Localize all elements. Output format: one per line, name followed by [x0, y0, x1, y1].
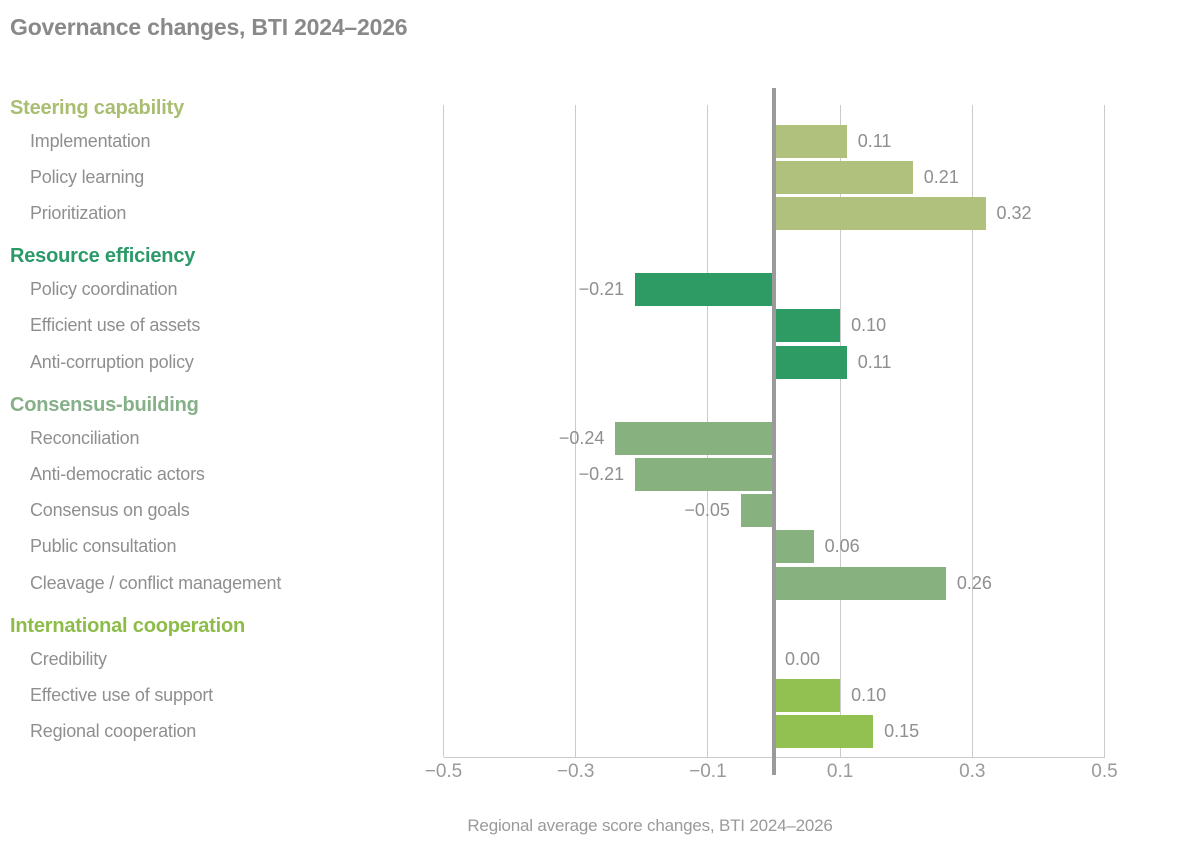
value-label: −0.24	[558, 427, 605, 448]
value-label: 0.11	[857, 351, 892, 372]
value-label: 0.10	[851, 684, 887, 705]
group-header: International cooperation	[10, 614, 246, 637]
x-tick-label: −0.1	[689, 761, 727, 782]
bar	[774, 345, 847, 379]
bar	[774, 530, 814, 564]
group-header: Steering capability	[10, 96, 185, 119]
row-label: Efficient use of assets	[30, 315, 201, 336]
bar	[635, 273, 774, 307]
row-label: Effective use of support	[30, 684, 213, 705]
gridline-0.3	[971, 105, 973, 757]
bar	[740, 494, 774, 528]
value-label: 0.21	[923, 166, 959, 187]
x-tick-label: 0.5	[1091, 761, 1118, 782]
bar	[615, 421, 774, 455]
row-label: Reconciliation	[30, 427, 140, 448]
value-label: 0.00	[785, 648, 821, 669]
row-label: Policy coordination	[30, 279, 178, 300]
value-label: −0.21	[578, 463, 625, 484]
gridline-−0.5	[443, 105, 444, 757]
chart-title: Governance changes, BTI 2024–2026	[10, 14, 408, 40]
row-label: Anti-democratic actors	[30, 463, 205, 484]
group-header: Resource efficiency	[10, 245, 196, 268]
bar	[774, 309, 841, 343]
value-label: 0.10	[851, 315, 887, 336]
value-label: 0.26	[956, 572, 992, 593]
gridline-0.5	[1104, 105, 1105, 757]
value-label: −0.05	[684, 500, 730, 521]
value-label: 0.32	[996, 202, 1032, 223]
bar	[774, 566, 946, 600]
x-tick-label: 0.3	[959, 761, 986, 782]
row-label: Regional cooperation	[30, 721, 197, 742]
row-label: Consensus on goals	[30, 500, 190, 521]
value-label: 0.06	[824, 536, 860, 557]
value-label: 0.11	[857, 130, 892, 151]
bar	[774, 160, 913, 194]
row-label: Policy learning	[30, 166, 145, 187]
bar	[774, 197, 986, 230]
row-label: Implementation	[30, 130, 151, 151]
x-axis-caption: Regional average score changes, BTI 2024…	[467, 816, 833, 835]
row-label: Public consultation	[30, 536, 177, 557]
row-label: Anti-corruption policy	[30, 351, 194, 372]
group-header: Consensus-building	[10, 393, 199, 416]
bar	[774, 715, 874, 749]
bar	[774, 679, 841, 712]
x-tick-label: −0.3	[556, 761, 595, 782]
x-tick-label: −0.5	[424, 761, 463, 782]
x-tick-label: 0.1	[826, 761, 854, 782]
row-label: Credibility	[30, 648, 107, 669]
row-label: Prioritization	[30, 202, 127, 223]
value-label: 0.15	[884, 721, 920, 742]
bar	[635, 458, 774, 491]
bar	[774, 124, 847, 158]
value-label: −0.21	[578, 279, 625, 300]
gridline-0.1	[839, 105, 841, 757]
zero-axis-line	[772, 88, 776, 775]
row-label: Cleavage / conflict management	[30, 572, 282, 593]
gridline-−0.3	[575, 105, 577, 757]
